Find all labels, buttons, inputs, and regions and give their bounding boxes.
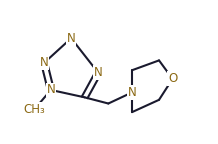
Text: N: N (67, 32, 76, 45)
Text: O: O (168, 72, 177, 85)
Text: N: N (128, 86, 136, 99)
Text: CH₃: CH₃ (23, 103, 45, 116)
Text: N: N (94, 66, 103, 79)
Text: N: N (40, 56, 49, 69)
Text: N: N (46, 84, 55, 96)
